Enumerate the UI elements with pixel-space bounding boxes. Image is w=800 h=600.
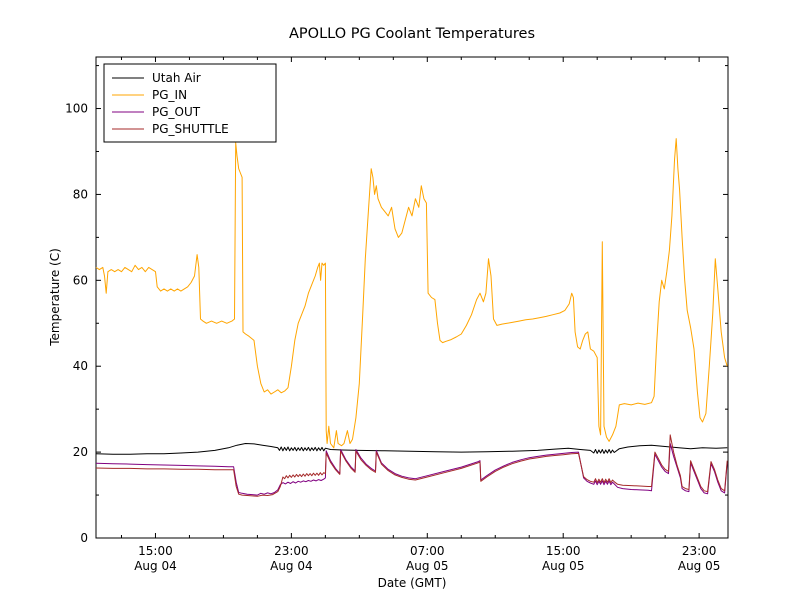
x-tick-time: 23:00 xyxy=(274,544,309,558)
x-tick-date: Aug 05 xyxy=(406,559,449,573)
axis-ticks xyxy=(96,57,728,539)
y-tick-label: 40 xyxy=(73,359,88,373)
x-tick-time: 23:00 xyxy=(682,544,717,558)
x-tick-time: 15:00 xyxy=(138,544,173,558)
y-tick-label: 80 xyxy=(73,187,88,201)
legend-label-Utah Air: Utah Air xyxy=(152,71,201,85)
plot-border xyxy=(95,56,729,539)
x-tick-date: Aug 04 xyxy=(270,559,313,573)
series-line-PG_OUT xyxy=(95,443,728,496)
y-tick-label: 100 xyxy=(65,102,88,116)
y-tick-label: 60 xyxy=(73,273,88,287)
series-line-PG_IN xyxy=(95,138,728,449)
chart-title: APOLLO PG Coolant Temperatures xyxy=(289,26,535,42)
x-tick-time: 15:00 xyxy=(546,544,581,558)
legend-label-PG_SHUTTLE: PG_SHUTTLE xyxy=(152,122,229,136)
x-tick-date: Aug 05 xyxy=(678,559,721,573)
y-tick-label: 20 xyxy=(73,445,88,459)
series-line-PG_SHUTTLE xyxy=(95,434,728,497)
x-tick-time: 07:00 xyxy=(410,544,445,558)
legend-label-PG_OUT: PG_OUT xyxy=(152,105,201,119)
legend-box xyxy=(103,63,277,143)
legend-label-PG_IN: PG_IN xyxy=(152,88,187,102)
y-tick-label: 0 xyxy=(80,531,88,545)
legend: Utah Air PG_IN PG_OUT PG_SHUTTLE xyxy=(103,63,277,143)
series-line-Utah Air xyxy=(95,443,728,455)
x-tick-date: Aug 05 xyxy=(542,559,585,573)
x-tick-date: Aug 04 xyxy=(134,559,177,573)
x-axis-label: Date (GMT) xyxy=(377,576,447,590)
